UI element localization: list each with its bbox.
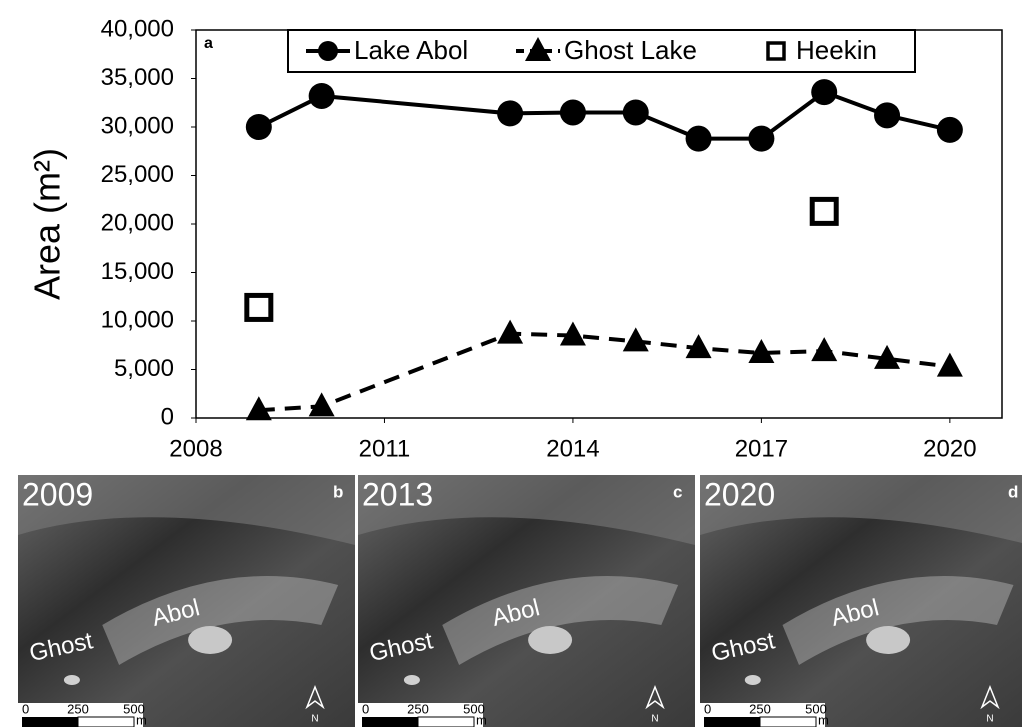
lake-abol [188,626,233,654]
north-label: N [311,714,318,725]
lake-abol [528,626,573,654]
y-tick-label: 40,000 [101,15,174,42]
ridge [700,475,1022,544]
marker [559,99,586,126]
y-tick-label: 30,000 [101,112,174,139]
marker [497,100,524,127]
scale-label: 0 [22,701,29,716]
panel-year: 2013 [362,476,433,512]
legend-marker [525,37,551,61]
x-tick-label: 2014 [546,435,599,462]
legend-label: Ghost Lake [564,35,697,65]
scale-label: 0 [362,701,369,716]
scale-bar-black [362,717,418,727]
north-arrow [305,684,325,710]
marker [811,337,838,362]
scale-unit: m [818,712,829,727]
scale-label: 250 [67,701,89,716]
panel-letter: c [673,482,682,501]
marker [748,125,775,152]
legend-marker [766,41,786,61]
scale-label: 500 [463,701,485,716]
scale-bar-white [417,716,475,727]
panel-letter: d [1008,482,1018,501]
y-tick-label: 20,000 [101,209,174,236]
ridge [18,475,355,545]
scale-bar-white [759,716,817,727]
lake-ghost [63,675,80,685]
x-tick-label: 2020 [923,435,976,462]
y-tick-label: 0 [161,403,174,430]
marker [811,79,838,106]
panel-letter: b [333,482,343,501]
marker [936,352,963,377]
scale-label: 500 [123,701,145,716]
scale-label: 250 [749,701,771,716]
y-tick-label: 15,000 [101,258,174,285]
marker [685,334,712,359]
ridge [358,475,695,545]
x-tick-label: 2008 [169,435,222,462]
y-tick-label: 35,000 [101,64,174,91]
scale-unit: m [136,712,147,727]
scale-label: 0 [704,701,711,716]
marker [559,321,586,346]
north-arrow [980,684,1000,710]
lake-ghost [744,675,761,685]
marker [308,392,335,417]
north-label: N [986,714,993,725]
marker [622,99,649,126]
marker [308,82,335,109]
x-tick-label: 2017 [735,435,788,462]
marker [497,319,524,344]
marker [936,116,963,143]
legend-label: Lake Abol [354,35,468,65]
legend-label: Heekin [796,35,877,65]
snow [442,576,679,665]
panel-year: 2020 [704,476,775,512]
snow [102,576,339,665]
y-tick-label: 10,000 [101,306,174,333]
scale-bar-black [704,717,760,727]
scale-unit: m [476,712,487,727]
marker [622,327,649,352]
y-axis-label: Area (m²) [27,148,68,300]
marker [245,114,272,140]
north-arrow [645,684,665,710]
y-tick-label: 25,000 [101,161,174,188]
legend: Lake Abol Ghost Lake Heekin [287,29,916,73]
legend-box [287,29,916,73]
marker [245,396,272,421]
marker [809,196,839,226]
legend-marker [318,41,338,61]
y-tick-label: 5,000 [114,355,174,382]
series-line [258,331,951,413]
panel-year: 2009 [22,476,93,512]
marker [748,339,775,364]
lake-abol [866,626,911,654]
marker [685,125,712,152]
marker [874,102,901,129]
marker [244,292,274,322]
snow [782,576,1014,665]
scale-label: 500 [805,701,827,716]
panel-label: a [204,35,213,52]
x-tick-label: 2011 [359,435,411,462]
series-line [257,89,951,141]
marker [874,344,901,369]
scale-bar-black [22,717,78,727]
scale-label: 250 [407,701,429,716]
north-label: N [651,714,658,725]
lake-ghost [403,675,420,685]
scale-bar-white [77,716,135,727]
